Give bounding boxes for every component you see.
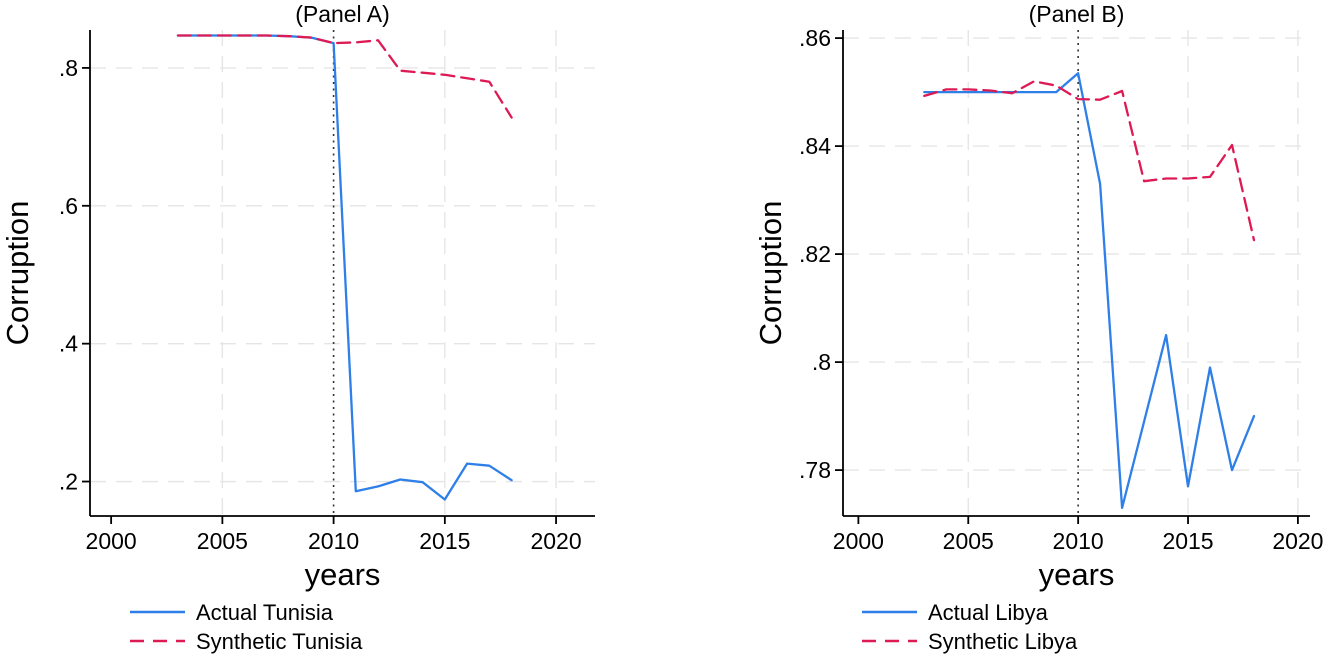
panel-b-series-line-actual-libya [923, 72, 1256, 510]
panel-b-x-tick-label-2000: 2000 [833, 528, 884, 554]
panel-a-legend-label-actual-tunisia: Actual Tunisia [196, 600, 334, 625]
panel-a-y-axis-title: Corruption [0, 201, 35, 346]
panel-a-y-tick-label-.8: .8 [59, 55, 78, 81]
panel-b-x-tick-label-2005: 2005 [943, 528, 994, 554]
panel-b-x-tick-label-2020: 2020 [1272, 528, 1323, 554]
panel-b-y-tick-label-.78: .78 [799, 457, 831, 483]
panel-b-legend-label-actual-libya: Actual Libya [928, 600, 1049, 625]
panel-b-legend-label-synthetic-libya: Synthetic Libya [928, 629, 1078, 654]
panel-b-group: .78 .8 .82 .84 .86 2000 2005 2010 2015 2020 (Panel… [753, 1, 1323, 654]
panel-a-series-line-actual-tunisia [176, 34, 513, 501]
panel-b-y-tick-label-.82: .82 [799, 241, 831, 267]
panel-a-x-tick-label-2020: 2020 [530, 528, 581, 554]
panel-a-y-tick-label-.4: .4 [59, 331, 78, 357]
panel-a-x-tick-label-2000: 2000 [86, 528, 137, 554]
panel-b-series-line-synthetic-libya [923, 80, 1256, 242]
panel-b-y-axis-title: Corruption [753, 201, 788, 346]
panel-a-x-tick-label-2015: 2015 [419, 528, 470, 554]
panel-b-title: (Panel B) [1029, 1, 1125, 27]
panel-a-x-tick-label-2010: 2010 [308, 528, 359, 554]
panel-b-y-tick-label-.86: .86 [799, 25, 831, 51]
panel-a-legend-label-synthetic-tunisia: Synthetic Tunisia [196, 629, 363, 654]
panel-b-x-tick-label-2015: 2015 [1162, 528, 1213, 554]
panel-a-group: .2 .4 .6 .8 2000 2005 2010 2015 2020 (Panel A) Cor… [0, 1, 595, 654]
panel-a-series-line-synthetic-tunisia [176, 34, 513, 119]
panel-b-x-tick-label-2010: 2010 [1053, 528, 1104, 554]
panel-b-y-tick-label-.84: .84 [799, 133, 831, 159]
panel-a-title: (Panel A) [295, 1, 390, 27]
panel-b-x-axis-title: years [1039, 557, 1115, 592]
panel-a-y-tick-label-.2: .2 [59, 469, 78, 495]
panel-a-x-tick-label-2005: 2005 [197, 528, 248, 554]
panel-a-y-tick-label-.6: .6 [59, 193, 78, 219]
panel-b-y-tick-label-.8: .8 [812, 349, 831, 375]
panel-a-x-axis-title: years [305, 557, 381, 592]
